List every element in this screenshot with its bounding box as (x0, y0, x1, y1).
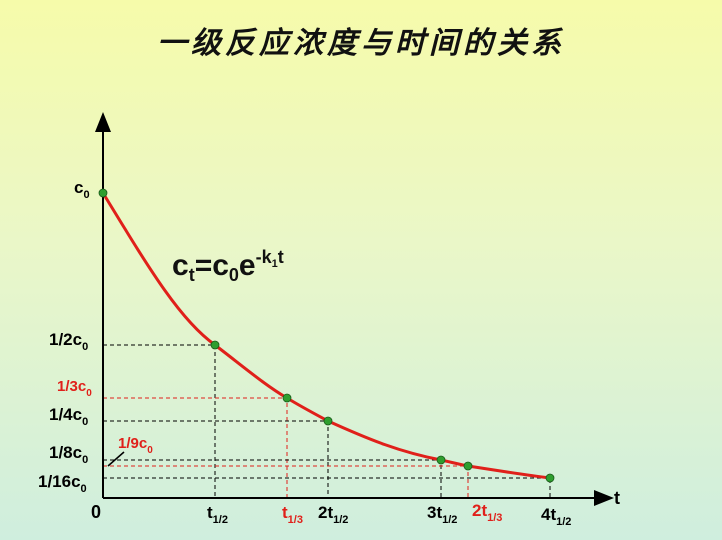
y-label-third: 1/3c0 (57, 378, 92, 399)
y-label-eighth: 1/8c0 (49, 443, 88, 466)
y-label-half: 1/2c0 (49, 330, 88, 353)
point-c0 (98, 188, 108, 198)
data-points (98, 188, 555, 483)
point-ninth (463, 461, 473, 471)
rate-equation: ct=c0e-k1t (172, 247, 284, 285)
origin-label: 0 (91, 502, 101, 522)
guide-ninth (103, 465, 469, 498)
point-sixteenth (545, 473, 555, 483)
point-third (282, 393, 292, 403)
x-label-4t-half: 4t1/2 (541, 505, 571, 528)
point-eighth (436, 455, 446, 465)
y-label-sixteenth: 1/16c0 (38, 472, 87, 495)
x-label-t-third: t1/3 (282, 503, 303, 526)
point-half (210, 340, 220, 350)
x-axis-label: t (614, 488, 620, 508)
x-label-2t-half: 2t1/2 (318, 503, 348, 526)
slide-title: 一级反应浓度与时间的关系 (157, 26, 565, 61)
x-label-t-half: t1/2 (207, 503, 228, 526)
y-label-c0: c0 (74, 178, 90, 201)
ninth-leader-line (107, 451, 125, 467)
guide-sixteenth (103, 477, 551, 498)
y-label-ninth: 1/9c0 (118, 435, 153, 456)
x-label-3t-half: 3t1/2 (427, 503, 457, 526)
y-label-quarter: 1/4c0 (49, 405, 88, 428)
decay-curve (101, 192, 551, 480)
x-label-2t-third: 2t1/3 (472, 501, 502, 524)
point-quarter (323, 416, 333, 426)
